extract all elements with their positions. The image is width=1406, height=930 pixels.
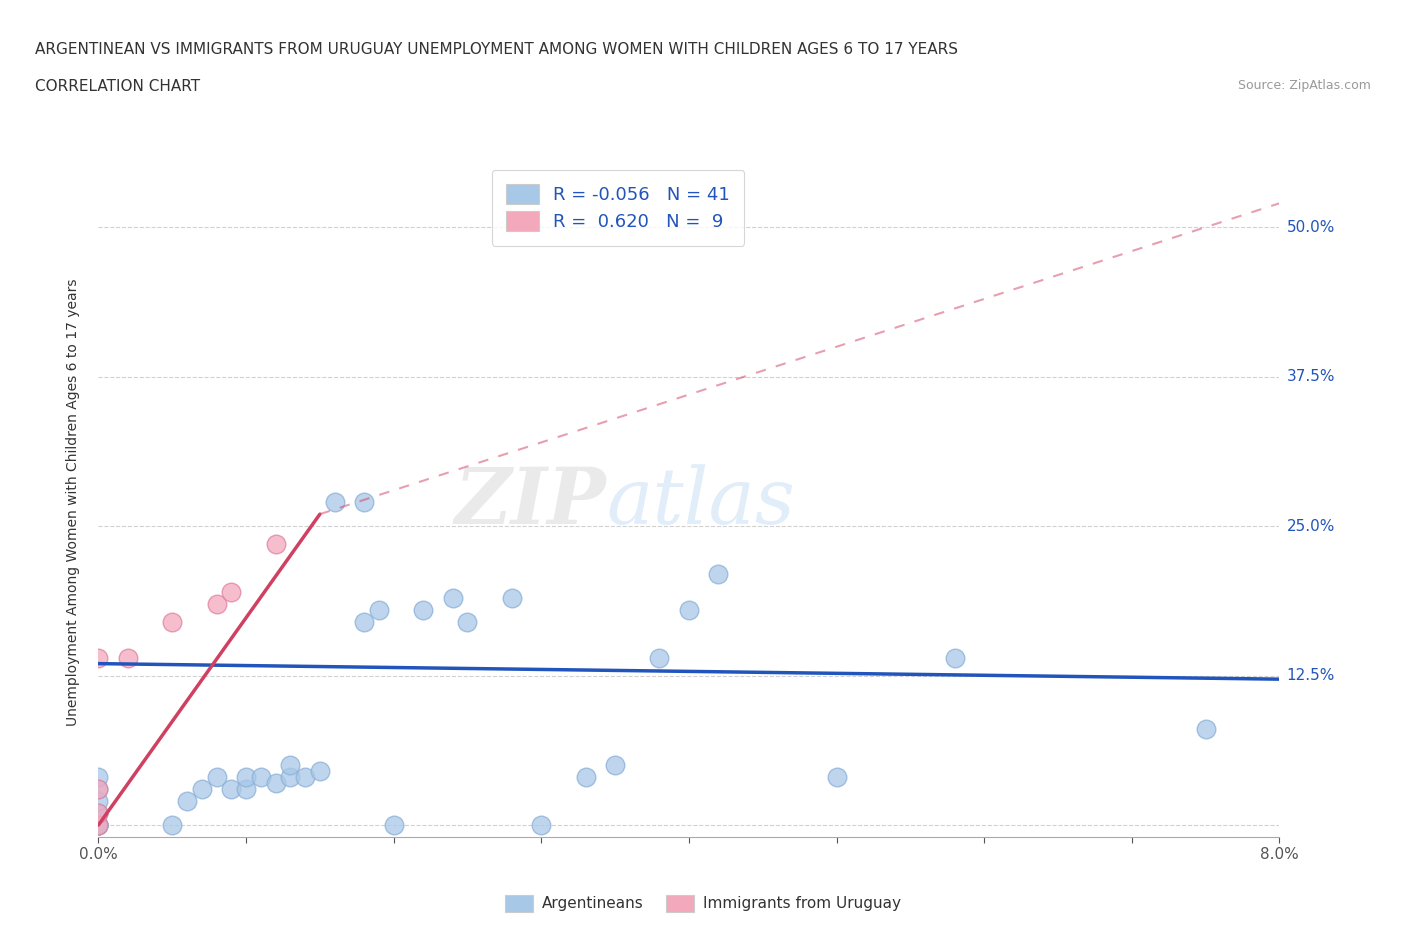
- Point: [367, 603, 389, 618]
- Point: [294, 770, 316, 785]
- Text: Source: ZipAtlas.com: Source: ZipAtlas.com: [1237, 79, 1371, 92]
- Point: [219, 782, 242, 797]
- Point: [87, 770, 110, 785]
- Point: [87, 782, 110, 797]
- Point: [235, 770, 257, 785]
- Point: [87, 817, 110, 832]
- Point: [205, 770, 228, 785]
- Point: [87, 817, 110, 832]
- Legend: Argentineans, Immigrants from Uruguay: Argentineans, Immigrants from Uruguay: [499, 889, 907, 918]
- Point: [87, 817, 110, 832]
- Point: [87, 817, 110, 832]
- Point: [87, 793, 110, 808]
- Point: [162, 817, 183, 832]
- Point: [235, 782, 257, 797]
- Point: [441, 591, 464, 605]
- Point: [574, 770, 596, 785]
- Point: [87, 650, 110, 665]
- Text: 12.5%: 12.5%: [1286, 668, 1334, 683]
- Point: [501, 591, 523, 605]
- Point: [825, 770, 848, 785]
- Point: [87, 817, 110, 832]
- Text: 25.0%: 25.0%: [1286, 519, 1334, 534]
- Text: 50.0%: 50.0%: [1286, 219, 1334, 234]
- Text: CORRELATION CHART: CORRELATION CHART: [35, 79, 200, 94]
- Point: [87, 805, 110, 820]
- Point: [87, 805, 110, 820]
- Point: [323, 495, 346, 510]
- Point: [87, 782, 110, 797]
- Text: ZIP: ZIP: [454, 464, 606, 540]
- Point: [176, 793, 198, 808]
- Text: ARGENTINEAN VS IMMIGRANTS FROM URUGUAY UNEMPLOYMENT AMONG WOMEN WITH CHILDREN AG: ARGENTINEAN VS IMMIGRANTS FROM URUGUAY U…: [35, 42, 957, 57]
- Point: [219, 584, 242, 599]
- Point: [648, 650, 671, 665]
- Point: [353, 615, 375, 630]
- Point: [264, 776, 287, 790]
- Point: [205, 596, 228, 611]
- Point: [412, 603, 434, 618]
- Y-axis label: Unemployment Among Women with Children Ages 6 to 17 years: Unemployment Among Women with Children A…: [66, 278, 80, 726]
- Point: [250, 770, 273, 785]
- Text: 37.5%: 37.5%: [1286, 369, 1334, 384]
- Point: [278, 758, 301, 773]
- Point: [707, 566, 730, 581]
- Point: [530, 817, 553, 832]
- Point: [162, 615, 183, 630]
- Point: [456, 615, 478, 630]
- Point: [308, 764, 332, 778]
- Point: [87, 805, 110, 820]
- Point: [87, 817, 110, 832]
- Point: [278, 770, 301, 785]
- Point: [191, 782, 214, 797]
- Point: [1194, 722, 1216, 737]
- Point: [605, 758, 627, 773]
- Point: [264, 537, 287, 551]
- Text: atlas: atlas: [606, 464, 794, 540]
- Point: [678, 603, 700, 618]
- Point: [353, 495, 375, 510]
- Point: [117, 650, 139, 665]
- Legend: R = -0.056   N = 41, R =  0.620   N =  9: R = -0.056 N = 41, R = 0.620 N = 9: [492, 170, 744, 246]
- Point: [943, 650, 966, 665]
- Point: [382, 817, 405, 832]
